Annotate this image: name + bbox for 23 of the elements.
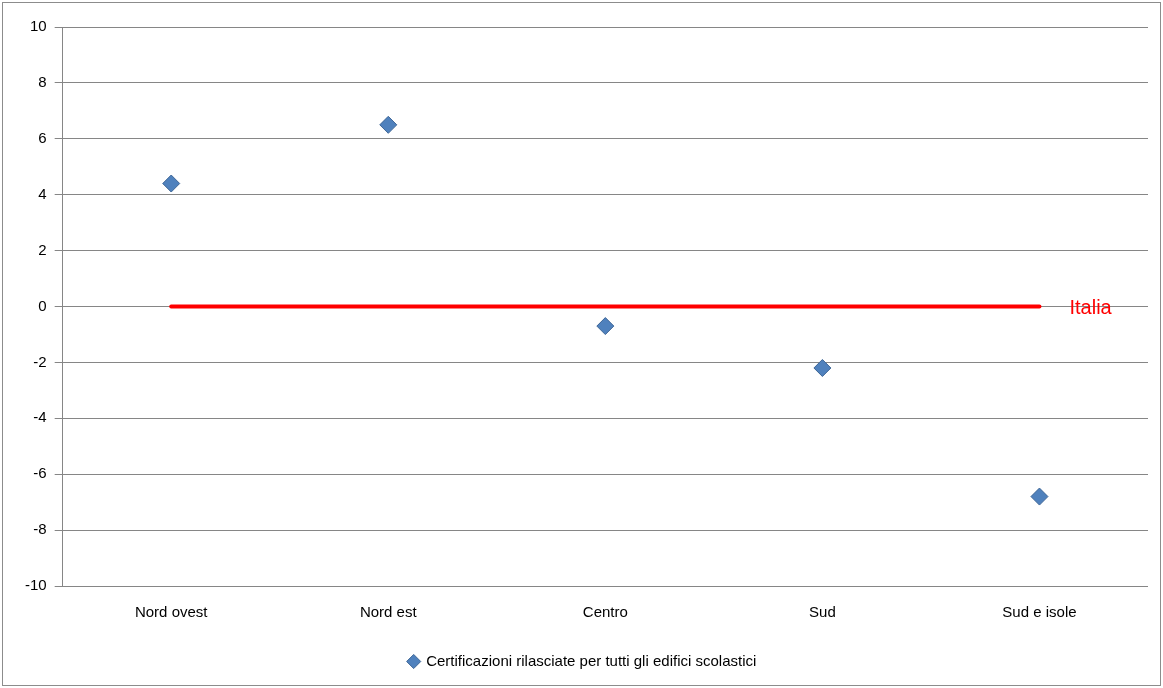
point xyxy=(1030,487,1049,506)
y-tick-label: -10 xyxy=(24,576,47,594)
y-tick-label: -2 xyxy=(33,352,47,370)
point xyxy=(813,358,832,377)
y-tick-label: 2 xyxy=(38,240,47,258)
y-tick-label: 0 xyxy=(38,296,47,314)
y-tick-label: 8 xyxy=(38,73,47,91)
y-tick-label: -4 xyxy=(33,408,47,426)
x-tick-label: Sud xyxy=(809,603,836,621)
y-tick-label: 6 xyxy=(38,128,47,146)
point xyxy=(379,115,398,134)
x-tick-label: Sud e isole xyxy=(1002,603,1077,621)
point xyxy=(596,317,615,336)
y-tick-label: 4 xyxy=(38,184,47,202)
y-tick-label: 10 xyxy=(29,17,47,35)
x-tick-label: Centro xyxy=(582,603,628,621)
point xyxy=(162,174,181,193)
y-tick-label: -6 xyxy=(33,464,47,482)
x-tick-label: Nord ovest xyxy=(134,603,209,621)
y-tick-label: -8 xyxy=(33,520,47,538)
x-tick-label: Nord est xyxy=(359,603,418,621)
ref-line-label: Italia xyxy=(1069,296,1113,319)
legend-label: Certificazioni rilasciate per tutti gli edifici scolastici xyxy=(426,651,757,669)
